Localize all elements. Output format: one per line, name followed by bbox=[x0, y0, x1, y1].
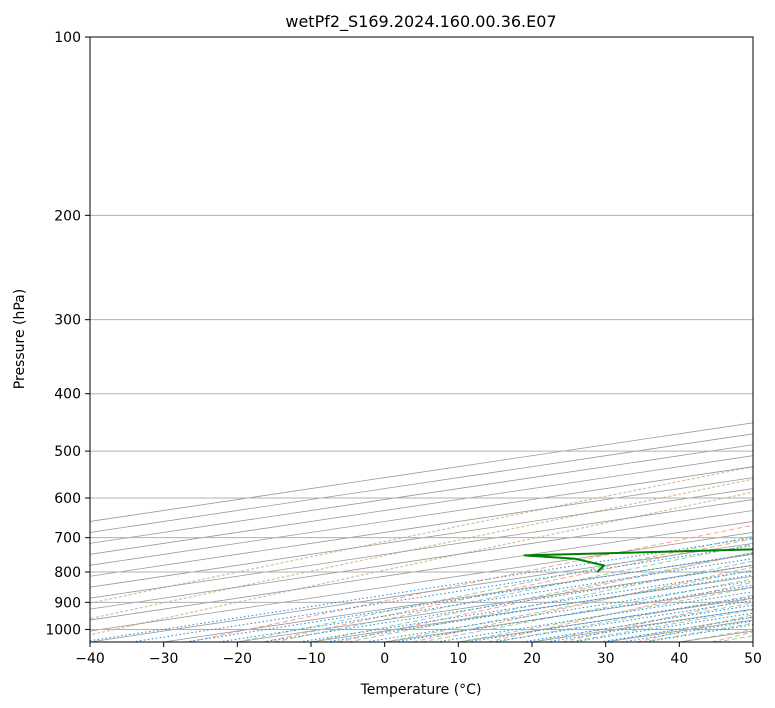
extra-curve-line bbox=[90, 491, 753, 636]
x-tick-label: 0 bbox=[380, 651, 389, 667]
moist-adiabat-line bbox=[421, 578, 753, 642]
x-tick-label: 10 bbox=[449, 651, 467, 667]
isotherm-line bbox=[90, 466, 753, 566]
dry-adiabat-line bbox=[263, 538, 753, 642]
y-tick-label: 300 bbox=[54, 313, 81, 329]
x-tick-label: 20 bbox=[523, 651, 541, 667]
mixing-ratio-line bbox=[394, 584, 753, 642]
plot-frame bbox=[89, 36, 754, 643]
y-tick-label: 1000 bbox=[45, 622, 81, 638]
isotherms bbox=[90, 422, 753, 642]
dry-adiabat-line bbox=[412, 566, 753, 642]
y-tick-label: 400 bbox=[54, 387, 81, 403]
y-tick-label: 900 bbox=[54, 595, 81, 611]
moist-adiabats bbox=[237, 535, 753, 642]
x-tick-label: −30 bbox=[149, 651, 179, 667]
isotherm-line bbox=[90, 444, 753, 544]
y-axis: 100 200 300 400 500 600 700 800 900 1000 bbox=[45, 30, 90, 638]
x-tick-label: −10 bbox=[296, 651, 326, 667]
isotherm-line bbox=[752, 641, 753, 642]
y-tick-label: 100 bbox=[54, 30, 81, 46]
moist-adiabat-line bbox=[347, 560, 753, 642]
x-tick-label: −20 bbox=[223, 651, 253, 667]
isotherm-line bbox=[90, 455, 753, 555]
x-tick-label: 50 bbox=[744, 651, 762, 667]
x-axis: −40 −30 −20 −10 0 10 20 30 40 50 bbox=[75, 642, 762, 667]
extra-curves bbox=[90, 465, 753, 636]
x-tick-label: −40 bbox=[75, 651, 105, 667]
mixing-ratio-line bbox=[90, 537, 753, 642]
x-tick-label: 30 bbox=[597, 651, 615, 667]
mixing-ratio-line bbox=[299, 570, 753, 642]
y-axis-label: Pressure (hPa) bbox=[12, 289, 28, 389]
mixing-ratio-line bbox=[185, 553, 753, 642]
mixing-ratio-line bbox=[326, 574, 753, 642]
y-tick-label: 200 bbox=[54, 208, 81, 224]
dry-adiabat-line bbox=[562, 597, 753, 642]
isotherm-line bbox=[90, 532, 753, 632]
y-tick-label: 700 bbox=[54, 531, 81, 547]
moist-adiabat-line bbox=[752, 641, 753, 642]
isotherm-line bbox=[90, 521, 753, 621]
isotherm-line bbox=[90, 499, 753, 599]
moist-adiabat-line bbox=[495, 594, 753, 642]
mixing-ratio-line bbox=[365, 580, 753, 642]
isotherm-line bbox=[90, 510, 753, 610]
dry-adiabat-line bbox=[188, 524, 753, 642]
chart-title: wetPf2_S169.2024.160.00.36.E07 bbox=[285, 12, 556, 32]
isotherm-line bbox=[90, 477, 753, 577]
plot-area: -100-90-80-70-60-50-40-30-20-10010203040… bbox=[90, 37, 753, 642]
moist-adiabat-line bbox=[274, 543, 753, 642]
isotherm-line bbox=[90, 488, 753, 588]
x-axis-label: Temperature (°C) bbox=[360, 682, 482, 698]
x-tick-label: 40 bbox=[670, 651, 688, 667]
y-tick-label: 800 bbox=[54, 565, 81, 581]
plot-background bbox=[90, 37, 753, 642]
moist-adiabat-line bbox=[237, 535, 753, 642]
dry-adiabats bbox=[188, 524, 753, 642]
pressure-gridlines bbox=[90, 37, 753, 630]
extra-curve-line bbox=[90, 478, 753, 620]
y-tick-label: 500 bbox=[54, 444, 81, 460]
y-tick-label: 600 bbox=[54, 491, 81, 507]
mixing-ratio-lines bbox=[90, 537, 753, 642]
extra-curve-line bbox=[90, 465, 753, 604]
